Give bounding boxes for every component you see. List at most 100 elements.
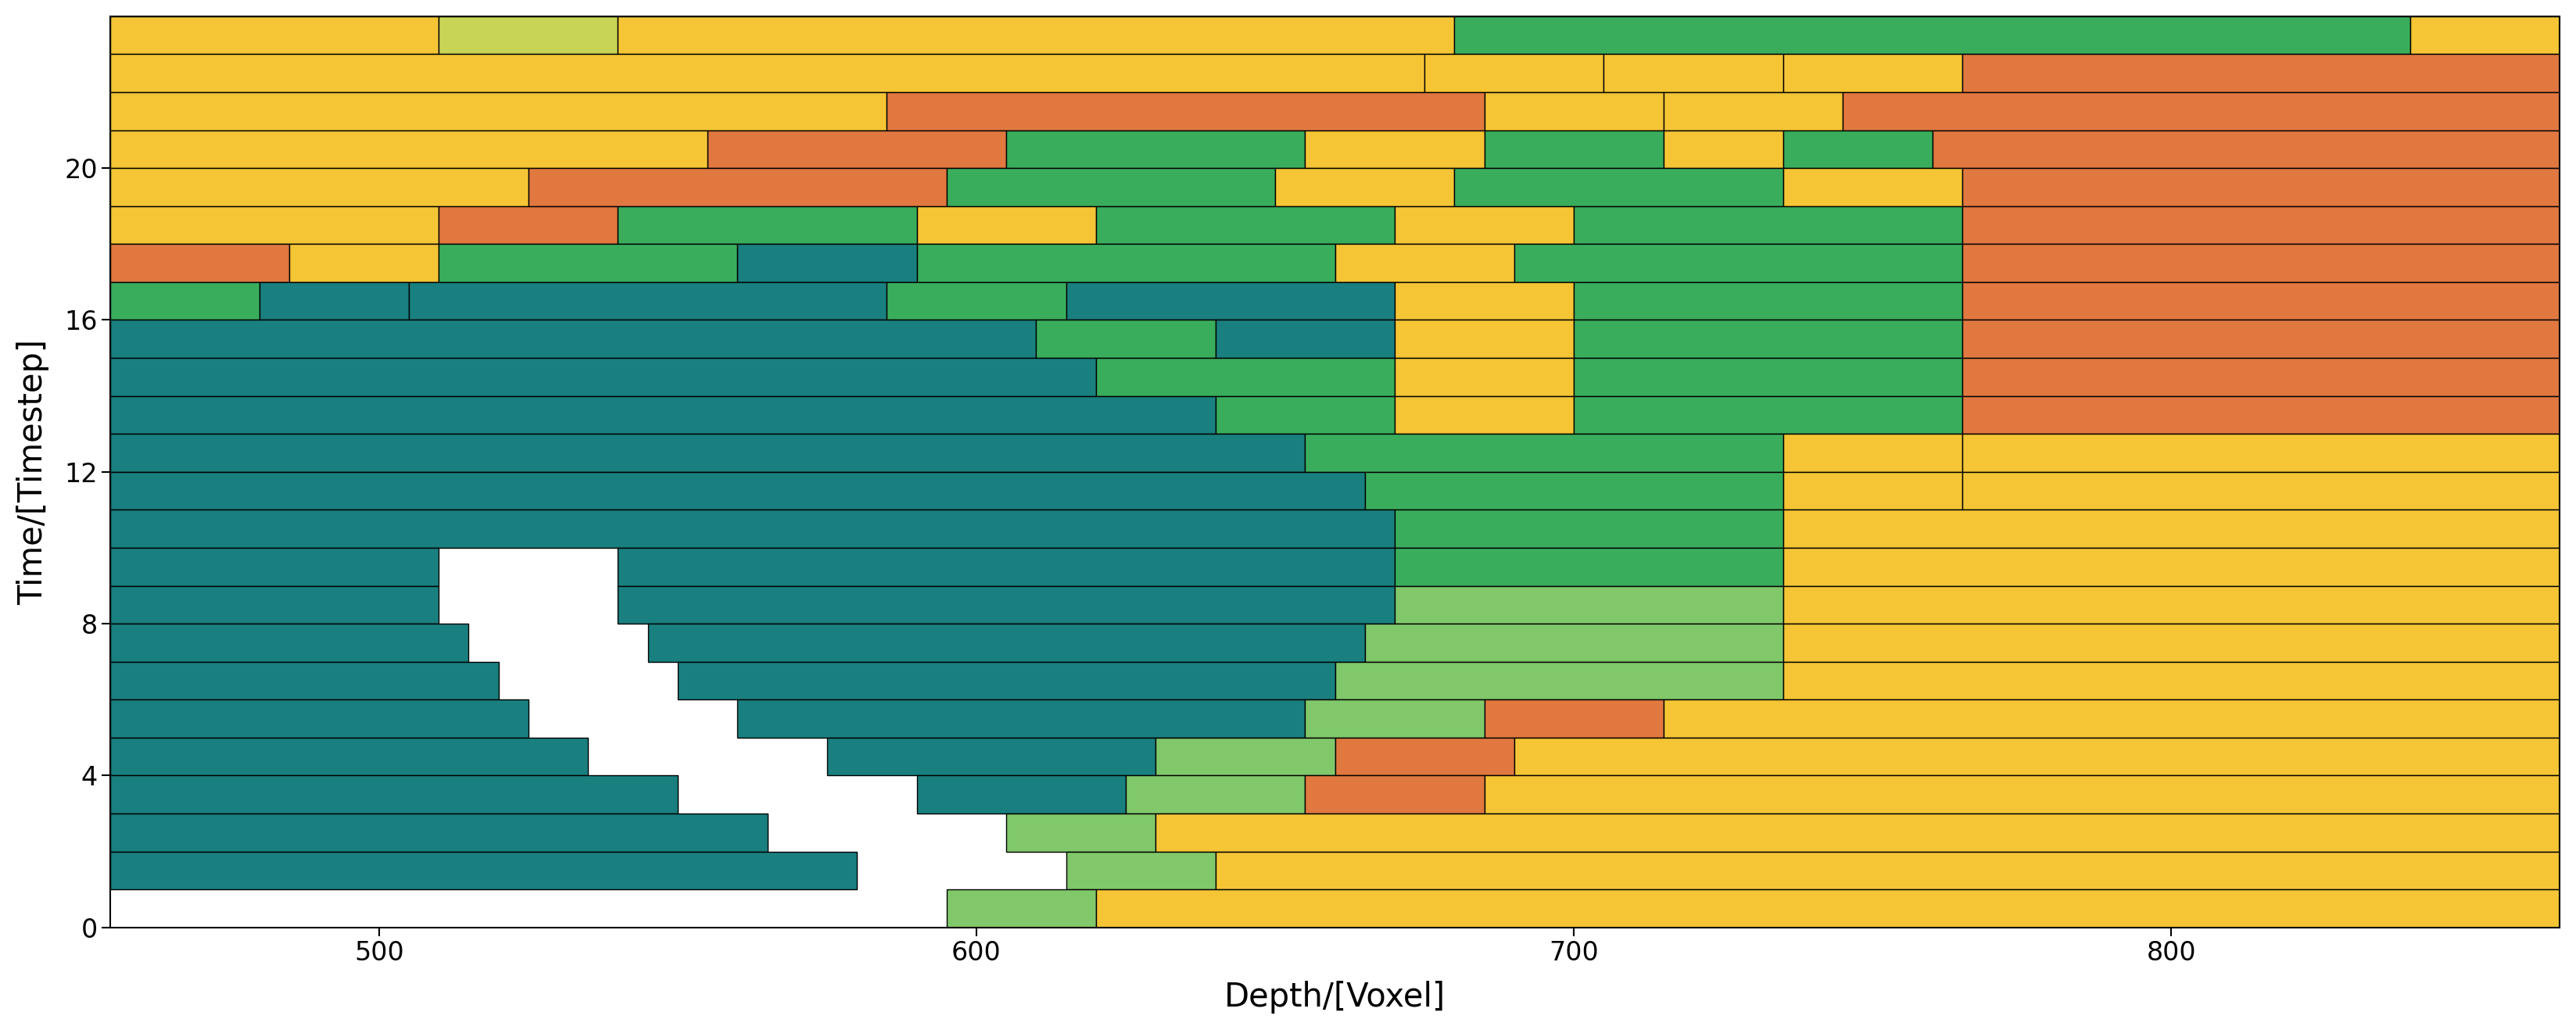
Bar — [1484, 776, 2561, 814]
X-axis label: Depth/[Voxel]: Depth/[Voxel] — [1224, 981, 1445, 1014]
Bar — [827, 737, 1157, 776]
Bar — [1394, 206, 1574, 244]
Bar — [1783, 548, 2561, 586]
Bar — [111, 814, 768, 852]
Bar — [737, 699, 1306, 737]
Bar — [1783, 586, 2561, 624]
Bar — [1515, 244, 1963, 282]
Bar — [917, 776, 1126, 814]
Bar — [111, 130, 708, 168]
Bar — [410, 282, 886, 320]
Bar — [1963, 282, 2561, 320]
Bar — [1574, 396, 1963, 434]
Bar — [1842, 93, 2561, 130]
Bar — [1365, 624, 1783, 661]
Bar — [1963, 320, 2561, 358]
Bar — [1066, 852, 1216, 890]
Bar — [1574, 320, 1963, 358]
Bar — [1932, 130, 2561, 168]
Bar — [1306, 699, 1484, 737]
Bar — [1574, 206, 1963, 244]
Bar — [1394, 282, 1574, 320]
Bar — [618, 586, 1394, 624]
Bar — [1783, 55, 1963, 93]
Bar — [1664, 130, 1783, 168]
Bar — [111, 661, 500, 699]
Bar — [1664, 699, 2561, 737]
Bar — [1306, 130, 1484, 168]
Bar — [1095, 358, 1394, 396]
Bar — [1963, 434, 2561, 472]
Bar — [111, 320, 1036, 358]
Bar — [1783, 510, 2561, 548]
Bar — [289, 244, 438, 282]
Bar — [438, 244, 737, 282]
Bar — [1425, 55, 1605, 93]
Bar — [1484, 93, 1664, 130]
Bar — [1664, 93, 1842, 130]
Bar — [708, 130, 1007, 168]
Bar — [111, 358, 1095, 396]
Bar — [111, 206, 438, 244]
Bar — [438, 206, 618, 244]
Bar — [1394, 396, 1574, 434]
Bar — [1157, 737, 1334, 776]
Bar — [2411, 16, 2561, 55]
Bar — [1007, 814, 1157, 852]
Bar — [1216, 320, 1394, 358]
Y-axis label: Time/[Timestep]: Time/[Timestep] — [15, 339, 49, 605]
Bar — [1963, 244, 2561, 282]
Bar — [111, 244, 289, 282]
Bar — [1783, 130, 1932, 168]
Bar — [1455, 16, 2411, 55]
Bar — [111, 16, 438, 55]
Bar — [111, 93, 886, 130]
Bar — [945, 168, 1275, 206]
Bar — [917, 206, 1095, 244]
Bar — [1783, 661, 2561, 699]
Bar — [1963, 168, 2561, 206]
Bar — [917, 244, 1334, 282]
Bar — [1365, 472, 1783, 510]
Bar — [111, 737, 587, 776]
Bar — [111, 776, 677, 814]
Bar — [528, 168, 945, 206]
Bar — [438, 16, 618, 55]
Bar — [1574, 358, 1963, 396]
Bar — [111, 852, 858, 890]
Bar — [737, 244, 917, 282]
Bar — [1334, 737, 1515, 776]
Bar — [111, 55, 1425, 93]
Bar — [1306, 434, 1783, 472]
Bar — [111, 472, 1365, 510]
Bar — [886, 282, 1066, 320]
Bar — [618, 548, 1394, 586]
Bar — [1334, 661, 1783, 699]
Bar — [1394, 320, 1574, 358]
Bar — [1306, 776, 1484, 814]
Bar — [111, 510, 1394, 548]
Bar — [677, 661, 1334, 699]
Bar — [1963, 206, 2561, 244]
Bar — [111, 548, 438, 586]
Bar — [1484, 130, 1664, 168]
Bar — [111, 396, 1216, 434]
Bar — [1574, 282, 1963, 320]
Bar — [1963, 55, 2561, 93]
Bar — [1394, 510, 1783, 548]
Bar — [1783, 434, 1963, 472]
Bar — [1275, 168, 1455, 206]
Bar — [945, 890, 1095, 927]
Bar — [1394, 358, 1574, 396]
Bar — [1515, 737, 2561, 776]
Bar — [1783, 624, 2561, 661]
Bar — [111, 434, 1306, 472]
Bar — [1963, 396, 2561, 434]
Bar — [1605, 55, 1783, 93]
Bar — [1216, 396, 1394, 434]
Bar — [1394, 586, 1783, 624]
Bar — [1484, 699, 1664, 737]
Bar — [111, 586, 438, 624]
Bar — [1334, 244, 1515, 282]
Bar — [1216, 852, 2561, 890]
